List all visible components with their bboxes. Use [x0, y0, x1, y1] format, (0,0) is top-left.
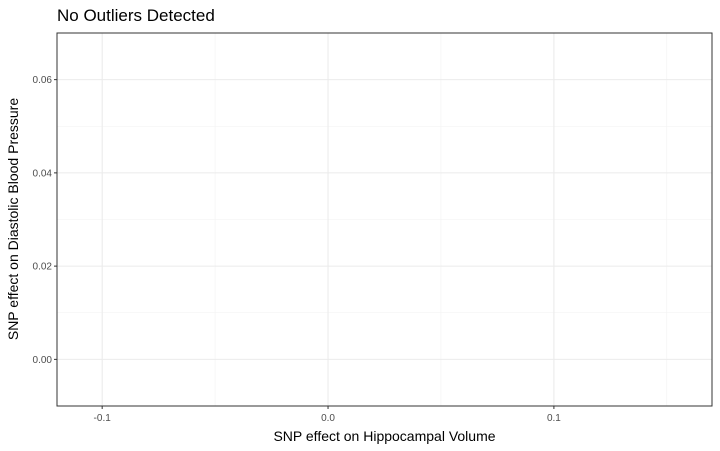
- panel-border: [56, 32, 713, 407]
- x-axis-ticks: -0.1 0.0 0.1: [94, 406, 561, 424]
- y-tick-label: 0.00: [33, 355, 53, 366]
- y-axis-ticks: 0.00 0.02 0.04 0.06: [33, 75, 57, 366]
- y-tick-label: 0.02: [33, 262, 53, 273]
- x-tick-label: -0.1: [94, 413, 112, 424]
- y-tick-label: 0.06: [33, 75, 53, 86]
- x-tick-label: 0.1: [547, 413, 561, 424]
- y-axis-label: SNP effect on Diastolic Blood Pressure: [5, 98, 21, 340]
- chart-title: No Outliers Detected: [57, 6, 215, 25]
- y-tick-label: 0.04: [33, 168, 53, 179]
- x-tick-label: 0.0: [321, 413, 335, 424]
- grid: [57, 33, 712, 406]
- x-axis-label: SNP effect on Hippocampal Volume: [273, 428, 495, 444]
